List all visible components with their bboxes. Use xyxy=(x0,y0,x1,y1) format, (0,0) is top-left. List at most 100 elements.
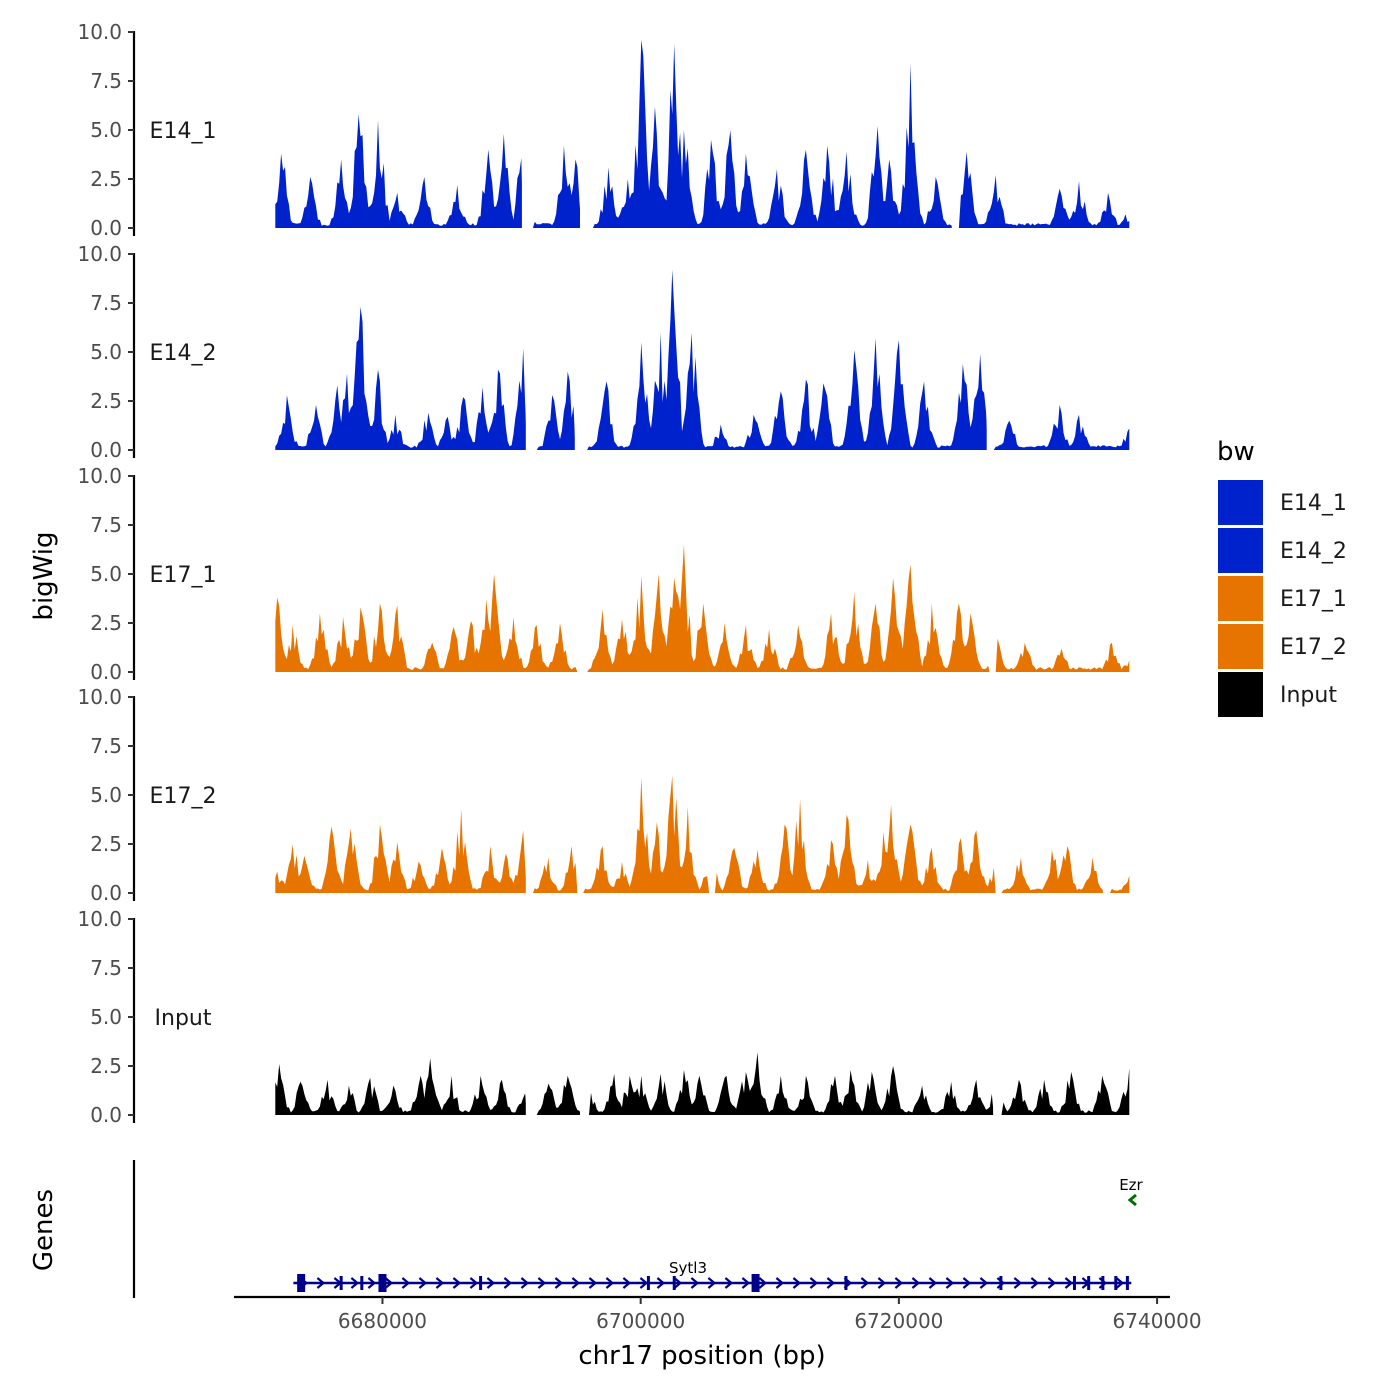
coverage-gap xyxy=(574,252,586,450)
strand-arrow xyxy=(418,1277,428,1289)
strand-arrow xyxy=(503,1277,513,1289)
legend-swatch xyxy=(1218,480,1263,525)
y-tick-label: 2.5 xyxy=(90,611,122,635)
track-input: 0.0 2.5 5.0 7.5 10.0 Input xyxy=(77,907,1130,1127)
coverage-gap xyxy=(986,252,994,450)
genes-panel: 6680000 6700000 6720000 6740000 Sytl3 Ezr xyxy=(132,1160,1202,1333)
strand-arrow xyxy=(894,1277,904,1289)
track-e17_2: 0.0 2.5 5.0 7.5 10.0 E17_2 xyxy=(77,685,1130,905)
strand-arrow xyxy=(877,1277,887,1289)
exon xyxy=(751,1274,760,1292)
strand-arrow xyxy=(588,1277,598,1289)
panel-label-e14_2: E14_2 xyxy=(150,341,217,366)
coverage-gap xyxy=(995,695,1001,893)
y-tick-label: 10.0 xyxy=(77,464,122,488)
gene-sytl3: Sytl3 xyxy=(293,1259,1132,1292)
legend-entry-e14_1: E14_1 xyxy=(1218,480,1347,525)
legend: bw E14_1 E14_2 E17_1 E17_2 Input xyxy=(1217,437,1347,717)
strand-arrow xyxy=(656,1277,666,1289)
gene-label: Ezr xyxy=(1119,1176,1143,1194)
y-tick-label: 5.0 xyxy=(90,1005,122,1029)
legend-entry-input: Input xyxy=(1218,672,1337,717)
panel-label-e17_1: E17_1 xyxy=(150,563,217,588)
strand-arrow xyxy=(979,1277,989,1289)
exon xyxy=(1114,1276,1118,1290)
signal-area-e17_1 xyxy=(275,544,1130,672)
y-tick-label: 10.0 xyxy=(77,20,122,44)
exon xyxy=(646,1276,650,1290)
coverage-gap xyxy=(580,30,592,228)
coverage-gap xyxy=(525,695,533,893)
x-tick-label: 6720000 xyxy=(854,1309,943,1333)
strand-arrow xyxy=(384,1277,394,1289)
exon xyxy=(1072,1276,1076,1290)
strand-arrow xyxy=(673,1277,683,1289)
strand-arrow xyxy=(452,1277,462,1289)
legend-entry-e17_2: E17_2 xyxy=(1218,624,1347,669)
strand-arrow xyxy=(928,1277,938,1289)
exon xyxy=(672,1276,676,1290)
y-tick-label: 7.5 xyxy=(90,956,122,980)
y-tick-label: 0.0 xyxy=(90,438,122,462)
strand-arrow xyxy=(1115,1277,1125,1289)
strand-arrow xyxy=(469,1277,479,1289)
strand-arrow xyxy=(707,1277,717,1289)
strand-arrow xyxy=(962,1277,972,1289)
strand-arrow xyxy=(758,1277,768,1289)
strand-arrow xyxy=(690,1277,700,1289)
strand-arrow xyxy=(741,1277,751,1289)
x-tick-label: 6700000 xyxy=(596,1309,685,1333)
exon xyxy=(1125,1276,1129,1290)
coverage-gap xyxy=(1102,695,1109,893)
strand-arrow xyxy=(316,1277,326,1289)
y-tick-label: 5.0 xyxy=(90,562,122,586)
strand-arrow xyxy=(401,1277,411,1289)
y-tick-label: 5.0 xyxy=(90,340,122,364)
legend-swatch xyxy=(1218,576,1263,621)
coverage-gap xyxy=(525,917,535,1115)
gene-ezr: Ezr xyxy=(1119,1176,1144,1207)
exon xyxy=(999,1276,1003,1290)
coverage-gap xyxy=(951,30,959,228)
legend-entry-e17_1: E17_1 xyxy=(1218,576,1347,621)
y-axis-title: bigWig xyxy=(29,531,59,620)
strand-arrow xyxy=(367,1277,377,1289)
coverage-gap xyxy=(577,695,583,893)
y-tick-label: 2.5 xyxy=(90,389,122,413)
y-tick-label: 10.0 xyxy=(77,242,122,266)
exon xyxy=(297,1274,306,1292)
exon xyxy=(844,1276,848,1290)
exon xyxy=(1087,1276,1091,1290)
y-tick-label: 7.5 xyxy=(90,291,122,315)
coverage-gap xyxy=(521,30,531,228)
x-tick-label: 6680000 xyxy=(338,1309,427,1333)
coverage-gap xyxy=(580,917,588,1115)
exon xyxy=(1101,1276,1105,1290)
exon xyxy=(360,1276,364,1290)
strand-arrow xyxy=(622,1277,632,1289)
y-tick-label: 7.5 xyxy=(90,513,122,537)
signal-area-e14_1 xyxy=(275,39,1130,228)
coverage-gap xyxy=(993,917,1000,1115)
track-e14_2: 0.0 2.5 5.0 7.5 10.0 E14_2 xyxy=(77,242,1130,462)
bigwig-tracks: 0.0 2.5 5.0 7.5 10.0 E14_1 0.0 2.5 5.0 7.5 10.0 E14… xyxy=(77,20,1130,1127)
y-tick-label: 2.5 xyxy=(90,1054,122,1078)
exon xyxy=(339,1276,343,1290)
signal-area-e17_2 xyxy=(275,775,1130,893)
legend-label: Input xyxy=(1280,683,1337,708)
strand-arrow xyxy=(435,1277,445,1289)
legend-label: E14_2 xyxy=(1280,539,1347,564)
x-tick-label: 6740000 xyxy=(1113,1309,1202,1333)
strand-arrow xyxy=(1013,1277,1023,1289)
coverage-gap xyxy=(577,474,586,672)
strand-arrow xyxy=(486,1277,496,1289)
track-e14_1: 0.0 2.5 5.0 7.5 10.0 E14_1 xyxy=(77,20,1130,240)
strand-arrow xyxy=(554,1277,564,1289)
strand-arrow xyxy=(860,1277,870,1289)
y-tick-label: 7.5 xyxy=(90,734,122,758)
panel-label-input: Input xyxy=(155,1006,212,1031)
strand-arrow xyxy=(724,1277,734,1289)
y-tick-label: 10.0 xyxy=(77,685,122,709)
strand-arrow xyxy=(945,1277,955,1289)
